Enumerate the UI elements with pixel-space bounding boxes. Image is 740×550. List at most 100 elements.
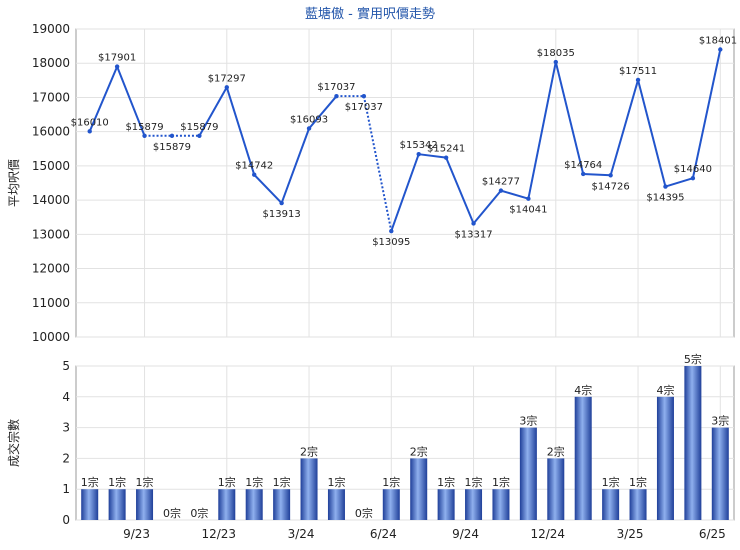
price-tick-label: 10000 — [32, 330, 70, 344]
price-tick-label: 17000 — [32, 90, 70, 104]
price-data-label: $16010 — [71, 117, 109, 128]
price-point — [361, 93, 367, 99]
volume-data-label: 1宗 — [382, 475, 400, 489]
volume-bar — [492, 489, 510, 520]
price-tick-label: 16000 — [32, 125, 70, 139]
volume-bar — [136, 489, 154, 520]
price-point — [306, 126, 312, 131]
price-data-label: $18035 — [537, 48, 575, 59]
volume-bar — [602, 489, 620, 520]
price-line-segment — [472, 189, 502, 225]
price-data-label: $14395 — [646, 193, 684, 204]
price-data-label: $13095 — [372, 237, 410, 248]
price-data-label: $13913 — [263, 209, 301, 220]
price-data-label: $15879 — [180, 122, 218, 133]
price-line-segment — [362, 95, 393, 232]
price-line-segment — [445, 157, 475, 224]
volume-tick-label: 0 — [62, 513, 70, 527]
volume-bar — [300, 458, 318, 520]
price-line-segment — [691, 49, 722, 179]
volume-tick-label: 5 — [62, 359, 70, 373]
price-point — [389, 228, 394, 234]
price-data-label: $17901 — [98, 53, 136, 64]
volume-bar — [465, 489, 483, 520]
x-tick-label: 12/24 — [530, 527, 565, 541]
price-point — [334, 93, 339, 99]
volume-data-label: 1宗 — [492, 475, 510, 489]
price-point — [114, 64, 120, 69]
price-point — [87, 129, 92, 134]
price-tick-label: 18000 — [32, 56, 70, 70]
volume-axis-label: 成交宗數 — [6, 419, 21, 467]
price-axis-label: 平均呎價 — [7, 159, 21, 207]
price-data-label: $13317 — [454, 229, 492, 240]
price-point — [635, 77, 641, 83]
price-point — [416, 151, 421, 157]
price-data-label: $14764 — [564, 160, 602, 171]
price-point — [608, 173, 613, 178]
price-line-segment — [390, 153, 420, 232]
price-point — [690, 176, 696, 181]
x-tick-label: 9/24 — [452, 527, 479, 541]
price-point — [169, 133, 175, 139]
price-line-segment — [665, 177, 694, 188]
price-point — [581, 171, 586, 177]
price-data-label: $15879 — [125, 122, 163, 133]
volume-bar — [656, 396, 674, 520]
price-line-segment — [418, 153, 447, 159]
volume-bar — [684, 366, 702, 520]
price-point — [663, 184, 668, 189]
price-data-label: $14726 — [592, 181, 630, 192]
price-data-label: $15879 — [153, 142, 191, 153]
volume-bar — [437, 489, 455, 520]
price-tick-label: 13000 — [32, 227, 70, 241]
price-data-label: $15342 — [400, 140, 438, 151]
price-line-segment — [198, 86, 228, 137]
price-line-segment — [609, 79, 640, 176]
volume-data-label: 1宗 — [327, 475, 345, 489]
volume-bar — [574, 396, 592, 520]
volume-data-label: 3宗 — [519, 414, 537, 428]
volume-bar — [711, 427, 729, 520]
price-line-segment — [225, 86, 256, 176]
volume-bar — [108, 489, 126, 520]
price-point — [197, 133, 202, 139]
x-tick-label: 3/24 — [288, 527, 315, 541]
price-point — [279, 200, 284, 206]
price-line-segment — [116, 66, 146, 137]
price-point — [526, 196, 531, 201]
price-line-segment — [253, 174, 283, 204]
volume-bar — [81, 489, 99, 520]
volume-data-label: 0宗 — [355, 506, 373, 520]
volume-bar — [382, 489, 400, 520]
volume-bar — [629, 489, 647, 520]
price-data-label: $17037 — [317, 82, 355, 93]
volume-data-label: 2宗 — [547, 444, 565, 458]
volume-tick-label: 1 — [62, 482, 70, 496]
price-data-label: $16093 — [290, 114, 328, 125]
volume-tick-label: 4 — [62, 390, 70, 404]
price-line-segment — [280, 128, 310, 204]
price-tick-label: 11000 — [32, 296, 70, 310]
chart-title: 藍塘傲 - 實用呎價走勢 — [305, 6, 435, 22]
price-line-segment — [637, 79, 667, 187]
price-tick-label: 14000 — [32, 193, 70, 207]
price-data-label: $15241 — [427, 144, 465, 155]
x-tick-label: 12/23 — [201, 527, 236, 541]
volume-data-label: 3宗 — [711, 414, 729, 428]
price-point — [443, 155, 449, 160]
volume-bar — [519, 427, 537, 520]
price-line-segment — [88, 66, 119, 132]
price-point — [553, 59, 558, 65]
x-tick-label: 9/23 — [123, 527, 150, 541]
price-data-label: $14640 — [674, 164, 712, 175]
volume-bar — [273, 489, 291, 520]
volume-data-label: 0宗 — [163, 506, 181, 520]
volume-data-label: 5宗 — [684, 352, 702, 366]
volume-bar — [245, 489, 263, 520]
volume-tick-label: 3 — [62, 421, 70, 435]
price-line-segment — [500, 189, 529, 200]
price-point — [224, 85, 229, 90]
volume-data-label: 1宗 — [629, 475, 647, 489]
